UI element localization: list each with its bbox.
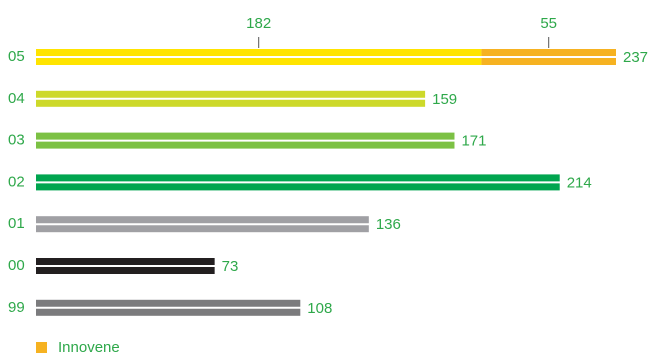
category-label: 02: [8, 173, 25, 190]
total-label: 73: [222, 258, 239, 275]
total-label: 136: [376, 216, 401, 233]
segment-label: 182: [246, 15, 271, 32]
category-label: 01: [8, 215, 25, 232]
total-label: 108: [307, 300, 332, 317]
category-label: 03: [8, 132, 25, 149]
total-label: 237: [623, 49, 648, 66]
total-label: 214: [567, 174, 592, 191]
legend-swatch: [36, 342, 47, 353]
segment-label: 55: [540, 15, 557, 32]
legend-label: Innovene: [58, 339, 120, 353]
category-label: 00: [8, 257, 25, 274]
category-label: 05: [8, 48, 25, 65]
category-label: 99: [8, 299, 25, 316]
total-label: 171: [461, 133, 486, 150]
category-label: 04: [8, 90, 25, 107]
total-label: 159: [432, 91, 457, 108]
